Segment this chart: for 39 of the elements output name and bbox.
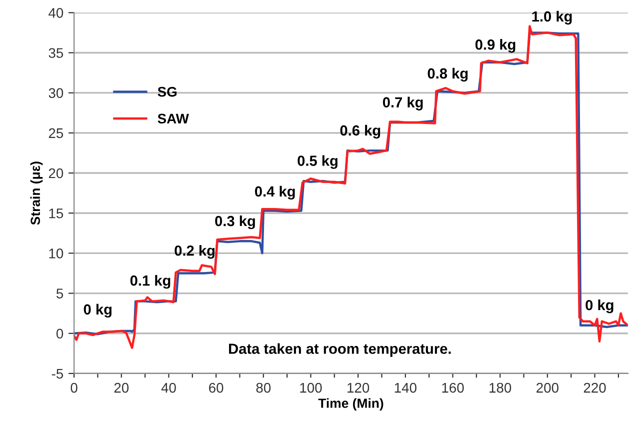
annotation: 0.6 kg	[340, 124, 380, 139]
x-tick-label: 120	[348, 382, 370, 393]
annotation: 0.3 kg	[215, 215, 255, 230]
x-tick-label: 20	[114, 382, 129, 393]
x-tick-label: 0	[70, 382, 78, 393]
x-tick-label: 100	[300, 382, 322, 393]
x-tick-label: 220	[584, 382, 606, 393]
x-tick-label: 160	[442, 382, 464, 393]
y-tick-label: 20	[48, 168, 64, 178]
y-tick-label: 15	[49, 208, 64, 218]
y-tick-label: 5	[56, 288, 64, 298]
y-tick-label: 40	[48, 8, 64, 18]
legend-label: SG	[158, 86, 177, 97]
annotation: 0.1 kg	[130, 275, 170, 289]
annotation: 0.5 kg	[298, 155, 338, 169]
y-tick-label: 30	[48, 88, 64, 98]
x-tick-label: 60	[209, 382, 224, 393]
annotation: 0.4 kg	[255, 186, 295, 200]
annotation: 0.9 kg	[475, 39, 516, 53]
annotation: 0 kg	[84, 304, 112, 318]
x-tick-label: 200	[536, 382, 558, 393]
y-tick-label: 35	[48, 48, 64, 58]
y-tick-label: 25	[48, 128, 64, 138]
x-tick-label: 40	[161, 382, 176, 393]
annotation: 1.0 kg	[532, 10, 572, 25]
x-axis-title: Time (Min)	[318, 398, 384, 411]
y-tick-label: 10	[49, 248, 64, 258]
legend-label: SAW	[158, 114, 189, 124]
x-tick-label: 180	[490, 382, 512, 393]
annotation: 0.2 kg	[174, 245, 214, 259]
annotation: Data taken at room temperature.	[229, 343, 451, 357]
y-tick-label: -5	[52, 368, 64, 379]
y-axis-title: Strain (με)	[30, 162, 43, 225]
annotation: 0 kg	[586, 300, 614, 314]
annotation: 0.8 kg	[428, 68, 468, 82]
y-tick-label: 0	[56, 328, 64, 339]
x-tick-label: 80	[256, 382, 271, 393]
x-tick-label: 140	[394, 382, 416, 393]
annotation: 0.7 kg	[382, 96, 423, 110]
